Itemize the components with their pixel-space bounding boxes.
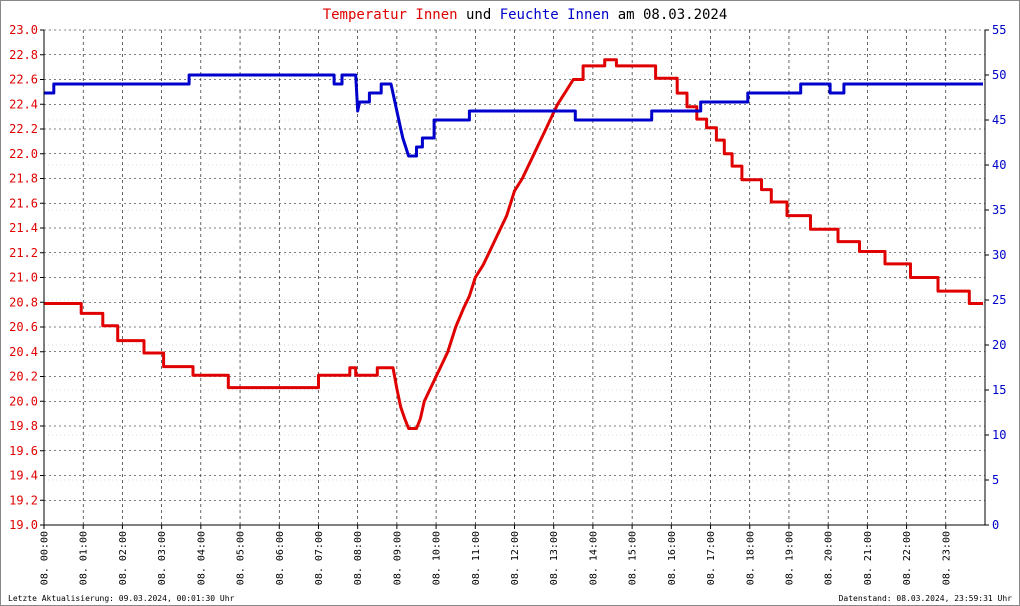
x-tick-label: 08. 05:00 <box>236 531 247 585</box>
x-tick-label: 08. 14:00 <box>588 531 599 585</box>
chart-title-part: und <box>458 7 500 23</box>
x-tick-label: 08. 19:00 <box>785 531 796 585</box>
left-tick-label: 21.6 <box>9 196 38 210</box>
grid <box>44 29 985 526</box>
x-tick-label: 08. 01:00 <box>79 531 90 585</box>
left-tick-label: 19.8 <box>9 419 38 433</box>
x-tick-label: 08. 02:00 <box>118 531 129 585</box>
x-tick-label: 08. 15:00 <box>628 531 639 585</box>
left-tick-label: 20.6 <box>9 320 38 334</box>
x-tick-label: 08. 06:00 <box>275 531 286 585</box>
right-tick-label: 25 <box>992 293 1006 307</box>
right-tick-label: 45 <box>992 113 1006 127</box>
left-tick-label: 21.0 <box>9 271 38 285</box>
series-line-feuchte-innen <box>44 73 983 158</box>
x-tick-label: 08. 04:00 <box>196 531 207 585</box>
left-tick-label: 21.8 <box>9 172 38 186</box>
left-tick-label: 19.0 <box>9 518 38 532</box>
footer-data-status: Datenstand: 08.03.2024, 23:59:31 Uhr <box>839 594 1013 603</box>
right-tick-label: 30 <box>992 248 1006 262</box>
left-tick-label: 22.0 <box>9 147 38 161</box>
x-tick-label: 08. 00:00 <box>40 531 51 585</box>
right-tick-label: 0 <box>992 518 999 532</box>
right-tick-label: 20 <box>992 338 1006 352</box>
x-tick-label: 08. 10:00 <box>432 531 443 585</box>
left-axis-ticks: 19.0 19.2 19.4 19.6 19.8 20.0 20.2 20.4 20.6 20.8… <box>9 23 44 532</box>
left-tick-label: 19.2 <box>9 493 38 507</box>
series-layer <box>44 58 983 430</box>
right-tick-label: 10 <box>992 428 1006 442</box>
left-tick-label: 20.0 <box>9 394 38 408</box>
x-tick-label: 08. 18:00 <box>745 531 756 585</box>
x-tick-label: 08. 17:00 <box>706 531 717 585</box>
x-tick-label: 08. 11:00 <box>471 531 482 585</box>
x-axis-ticks: 08. 00:00 08. 01:00 08. 02:00 08. 03:00 08. … <box>40 525 952 585</box>
x-tick-label: 08. 22:00 <box>902 531 913 585</box>
right-axis-ticks: 0 5 10 15 20 25 30 35 40 45 50 55 <box>985 23 1006 532</box>
left-tick-label: 19.4 <box>9 469 38 483</box>
x-tick-label: 08. 08:00 <box>353 531 364 585</box>
right-tick-label: 5 <box>992 473 999 487</box>
x-tick-label: 08. 03:00 <box>157 531 168 585</box>
right-tick-label: 40 <box>992 158 1006 172</box>
left-tick-label: 19.6 <box>9 444 38 458</box>
x-tick-label: 08. 09:00 <box>392 531 403 585</box>
left-tick-label: 22.2 <box>9 122 38 136</box>
left-tick-label: 22.4 <box>9 97 38 111</box>
x-tick-label: 08. 12:00 <box>510 531 521 585</box>
x-tick-label: 08. 21:00 <box>863 531 874 585</box>
right-tick-label: 15 <box>992 383 1006 397</box>
x-tick-label: 08. 20:00 <box>824 531 835 585</box>
right-tick-label: 50 <box>992 68 1006 82</box>
chart-title: Temperatur Innen und Feuchte Innen am 08… <box>323 7 728 23</box>
x-tick-label: 08. 13:00 <box>549 531 560 585</box>
left-tick-label: 20.8 <box>9 295 38 309</box>
left-tick-label: 20.4 <box>9 345 38 359</box>
left-tick-label: 21.2 <box>9 246 38 260</box>
chart-title-part: Temperatur Innen <box>323 7 458 23</box>
chart-title-part: am 08.03.2024 <box>609 7 727 23</box>
left-tick-label: 20.2 <box>9 370 38 384</box>
right-tick-label: 35 <box>992 203 1006 217</box>
x-tick-label: 08. 23:00 <box>941 531 952 585</box>
left-tick-label: 22.6 <box>9 73 38 87</box>
left-tick-label: 22.8 <box>9 48 38 62</box>
x-tick-label: 08. 16:00 <box>667 531 678 585</box>
x-tick-label: 08. 07:00 <box>314 531 325 585</box>
left-tick-label: 21.4 <box>9 221 38 235</box>
series-line-temperatur-innen <box>44 58 983 430</box>
chart-title-part: Feuchte Innen <box>500 7 610 23</box>
left-tick-label: 23.0 <box>9 23 38 37</box>
right-tick-label: 55 <box>992 23 1006 37</box>
footer-last-update: Letzte Aktualisierung: 09.03.2024, 00:01… <box>8 594 235 603</box>
